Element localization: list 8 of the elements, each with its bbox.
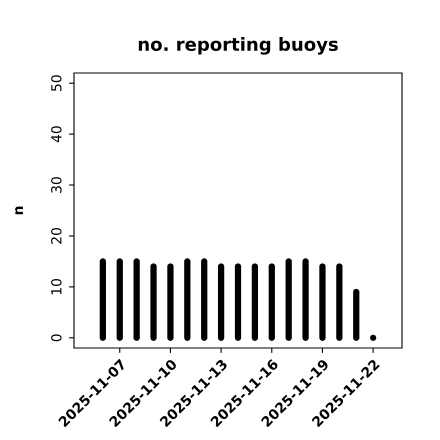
y-tick-label: 20 <box>51 228 62 244</box>
y-tick-label: 50 <box>51 75 62 91</box>
y-tick-label: 40 <box>51 126 62 142</box>
y-axis-title: n <box>15 206 23 214</box>
y-tick-label: 0 <box>51 334 62 342</box>
chart-title: no. reporting buoys <box>138 37 338 55</box>
y-tick-label: 30 <box>51 177 62 193</box>
y-tick-label: 10 <box>51 278 62 294</box>
